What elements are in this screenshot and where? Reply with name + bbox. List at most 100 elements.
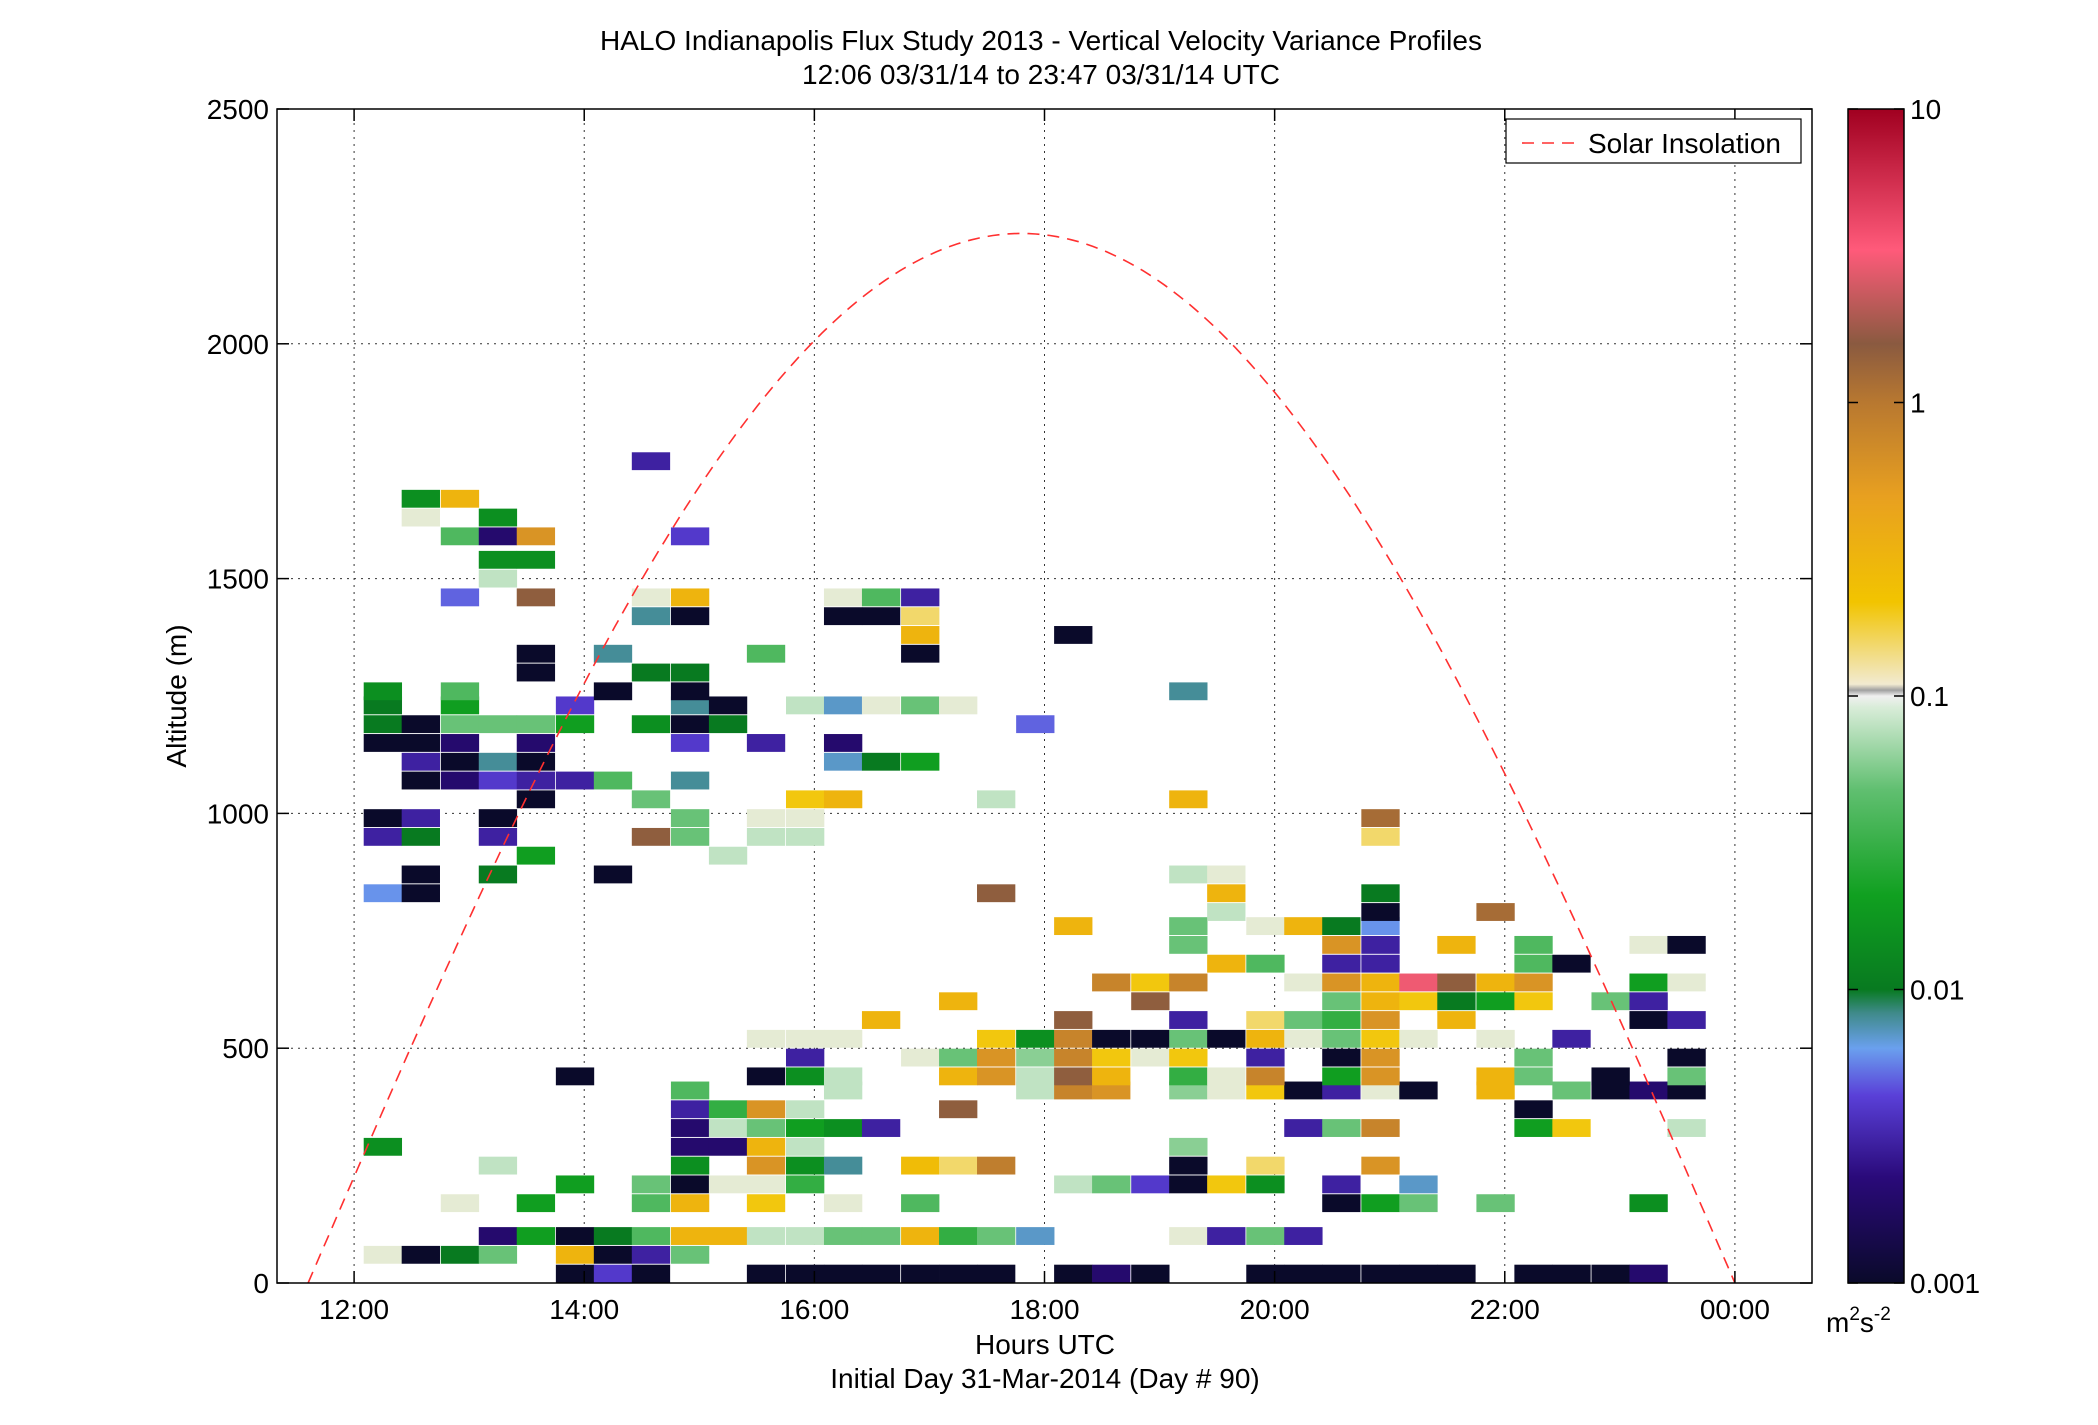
- variance-cell: [1207, 884, 1246, 903]
- variance-cell: [478, 1227, 518, 1245]
- variance-cell: [861, 1264, 901, 1283]
- variance-cell: [1476, 1029, 1515, 1048]
- variance-cell: [670, 734, 710, 752]
- variance-cell: [823, 696, 863, 715]
- variance-cell: [631, 1175, 671, 1194]
- variance-cell: [861, 607, 901, 626]
- variance-cell: [1207, 1067, 1246, 1086]
- variance-cell: [1322, 1194, 1361, 1213]
- variance-cell: [593, 682, 633, 701]
- variance-cell: [901, 696, 940, 715]
- variance-cell: [670, 1227, 710, 1245]
- variance-cell: [1246, 1264, 1285, 1283]
- colorbar-ticks: 0.001 0.01 0.1 1 10: [1848, 94, 1980, 1299]
- colorbar-unit-exp1: 2: [1849, 1304, 1860, 1325]
- variance-cell: [708, 1119, 748, 1137]
- variance-cell: [555, 1264, 595, 1283]
- variance-cell: [440, 527, 480, 546]
- variance-cell: [401, 771, 440, 790]
- solar-insolation-line: [307, 232, 1736, 1284]
- variance-cell: [1092, 973, 1131, 992]
- variance-cell: [1667, 973, 1706, 992]
- variance-cell: [631, 1264, 671, 1283]
- variance-cell: [440, 489, 480, 508]
- variance-cell: [823, 588, 863, 607]
- variance-cell: [1131, 1029, 1170, 1048]
- variance-cell: [861, 1119, 901, 1137]
- variance-cell: [1284, 973, 1323, 992]
- variance-cell: [1284, 1011, 1323, 1029]
- variance-cell: [1054, 1011, 1093, 1029]
- variance-cell: [1169, 865, 1208, 884]
- variance-cell: [440, 771, 480, 790]
- variance-cell: [1169, 1067, 1208, 1086]
- variance-cell: [555, 715, 595, 734]
- variance-cell: [631, 790, 671, 809]
- variance-cell: [1361, 1194, 1400, 1213]
- variance-cell: [440, 1245, 480, 1264]
- variance-cell: [746, 1194, 786, 1213]
- variance-cell: [1361, 954, 1400, 973]
- variance-cell: [1514, 1119, 1553, 1137]
- variance-cell: [1476, 1081, 1515, 1100]
- variance-cell: [1322, 973, 1361, 992]
- variance-cell: [1629, 1011, 1668, 1029]
- variance-cell: [901, 626, 940, 644]
- variance-cell: [631, 1194, 671, 1213]
- variance-cell: [1437, 1264, 1476, 1283]
- variance-cell: [1591, 1264, 1630, 1283]
- variance-cell: [401, 752, 440, 771]
- variance-cell: [1169, 1029, 1208, 1048]
- variance-cell: [516, 550, 556, 569]
- variance-cell: [1361, 809, 1400, 828]
- variance-cell: [670, 1194, 710, 1213]
- variance-cell: [516, 1194, 556, 1213]
- variance-cell: [1399, 1029, 1438, 1048]
- variance-cell: [901, 607, 940, 626]
- variance-cell: [1476, 1067, 1515, 1086]
- variance-cell: [823, 607, 863, 626]
- variance-cell: [1629, 1081, 1668, 1100]
- variance-cell: [1552, 1029, 1591, 1048]
- variance-cell: [939, 1067, 978, 1086]
- variance-cell: [1284, 1227, 1323, 1245]
- variance-cell: [631, 452, 671, 471]
- variance-cell: [440, 1194, 480, 1213]
- variance-cell: [823, 790, 863, 809]
- variance-cell: [478, 1156, 518, 1175]
- variance-cell: [861, 1011, 901, 1029]
- variance-cell: [631, 663, 671, 682]
- variance-cell: [555, 771, 595, 790]
- variance-cell: [478, 550, 518, 569]
- variance-cell: [1514, 1100, 1553, 1119]
- variance-cell: [939, 1227, 978, 1245]
- variance-cell: [1476, 973, 1515, 992]
- variance-cell: [746, 1175, 786, 1194]
- variance-cell: [440, 734, 480, 752]
- variance-cell: [1207, 954, 1246, 973]
- variance-cell: [1246, 1048, 1285, 1067]
- variance-cell: [786, 1175, 825, 1194]
- variance-cell: [977, 1264, 1016, 1283]
- variance-cell: [1169, 1175, 1208, 1194]
- variance-cell: [516, 846, 556, 865]
- variance-cell: [786, 1156, 825, 1175]
- variance-cell: [478, 771, 518, 790]
- y-tick-label: 2500: [207, 94, 269, 125]
- variance-cell: [1092, 1175, 1131, 1194]
- variance-cell: [786, 1227, 825, 1245]
- variance-cell: [1514, 992, 1553, 1011]
- variance-cell: [786, 827, 825, 846]
- variance-cell: [708, 846, 748, 865]
- colorbar-tick-label: 1: [1910, 388, 1926, 419]
- variance-cell: [593, 644, 633, 663]
- variance-cell: [823, 734, 863, 752]
- variance-cell: [401, 715, 440, 734]
- variance-cell: [670, 1081, 710, 1100]
- variance-cell: [861, 1227, 901, 1245]
- variance-cell: [901, 752, 940, 771]
- variance-cell: [1361, 1081, 1400, 1100]
- variance-cell: [823, 1029, 863, 1048]
- y-tick-label: 0: [253, 1268, 269, 1299]
- colorbar-unit-base: m: [1826, 1307, 1849, 1338]
